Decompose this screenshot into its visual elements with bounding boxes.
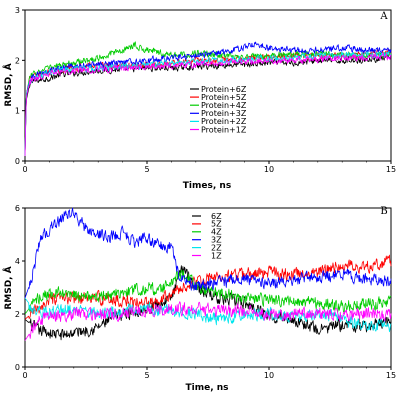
panel-b-series (24, 207, 392, 341)
y-tick-label: 3 (15, 6, 20, 15)
y-tick-label: 0 (15, 363, 20, 372)
legend-label-protein-5z: Protein+5Z (201, 93, 247, 102)
legend-label-protein-6z: Protein+6Z (201, 85, 247, 94)
panel-a-legend: Protein+6ZProtein+5ZProtein+4ZProtein+3Z… (189, 84, 247, 136)
legend-label-protein-3z: Protein+3Z (201, 109, 247, 118)
y-tick-label: 1 (15, 107, 20, 116)
legend-label-5z: 5Z (211, 220, 222, 229)
series-line-protein-2z (24, 51, 392, 156)
legend-label-2z: 2Z (211, 243, 222, 252)
series-line-3z (24, 207, 392, 299)
series-line-1z (24, 301, 392, 341)
legend-label-3z: 3Z (211, 236, 222, 245)
legend-label-protein-2z: Protein+2Z (201, 117, 247, 126)
panel-b-x-axis-title: Time, ns (185, 383, 228, 393)
legend-background (191, 211, 227, 261)
legend-label-protein-1z: Protein+1Z (201, 125, 247, 134)
legend-background (189, 84, 246, 136)
x-tick-label: 5 (144, 165, 149, 174)
x-tick-label: 0 (22, 371, 27, 380)
y-tick-label: 0 (15, 157, 20, 166)
panel-a-x-axis-title: Times, ns (183, 181, 231, 191)
legend-label-6z: 6Z (211, 212, 222, 221)
panel-a-frame (24, 9, 392, 162)
legend-label-1z: 1Z (211, 251, 222, 260)
panel-a-ticks: 0 5 10 15 0 1 2 3 (15, 6, 396, 174)
series-line-protein-3z (24, 41, 392, 156)
x-tick-label: 15 (386, 371, 396, 380)
plot-area-border (24, 207, 392, 368)
legend-label-protein-4z: Protein+4Z (201, 101, 247, 110)
y-tick-label: 4 (15, 257, 20, 266)
panel-a-letter: A (379, 11, 388, 22)
series-line-protein-1z (24, 52, 392, 156)
panel-b: 0 5 10 15 0 2 4 6 Time, ns RMSD, Å B 6Z5Z4Z3Z2Z… (3, 204, 396, 393)
plot-area-border (24, 9, 392, 162)
panel-b-frame (24, 207, 392, 368)
y-tick-label: 2 (15, 310, 20, 319)
panel-b-y-axis-title: RMSD, Å (3, 266, 14, 309)
panel-a-series (24, 41, 392, 156)
x-tick-label: 10 (264, 165, 274, 174)
panel-a-y-axis-title: RMSD, Å (3, 63, 14, 106)
panel-b-ticks: 0 5 10 15 0 2 4 6 (15, 204, 396, 380)
x-tick-label: 5 (144, 371, 149, 380)
x-tick-label: 0 (22, 165, 27, 174)
y-tick-label: 6 (15, 204, 20, 213)
legend-label-4z: 4Z (211, 228, 222, 237)
series-line-6z (24, 265, 392, 341)
x-tick-label: 15 (386, 165, 396, 174)
x-tick-label: 10 (264, 371, 274, 380)
panel-a: 0 5 10 15 0 1 2 3 Times, ns RMSD, Å A Protein+6… (3, 6, 396, 191)
y-tick-label: 2 (15, 56, 20, 65)
series-line-4z (24, 269, 392, 315)
series-line-protein-5z (24, 48, 392, 156)
series-line-2z (24, 297, 392, 333)
panel-b-letter: B (380, 206, 387, 217)
